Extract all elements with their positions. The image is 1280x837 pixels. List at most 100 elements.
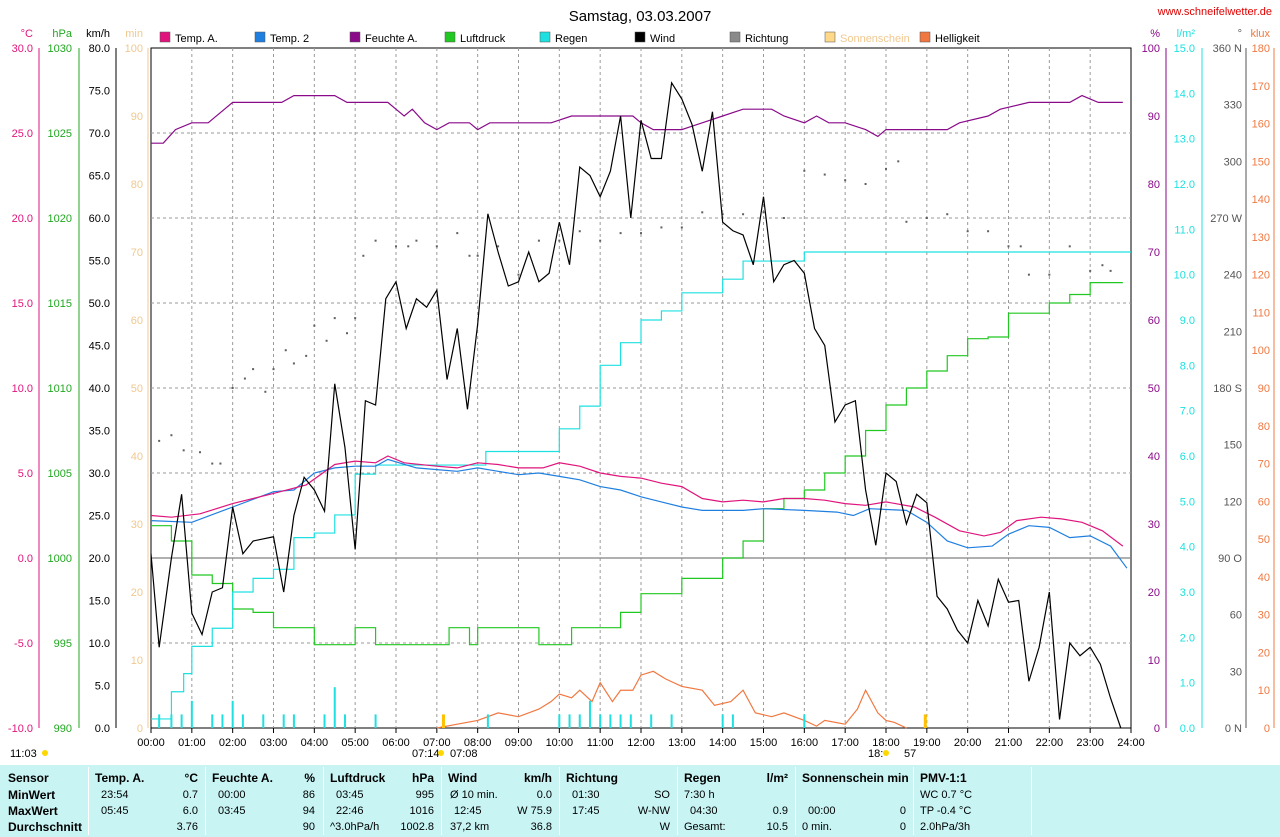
rain-bar [670, 714, 673, 728]
hum-tick-label: 50 [1148, 383, 1160, 395]
rain-bar [374, 714, 377, 728]
min-time: 23:54 [101, 789, 129, 801]
direction-point [782, 217, 785, 219]
hum-tick-label: 10 [1148, 655, 1160, 667]
time-tick-label: 04:00 [301, 737, 329, 749]
time-tick-label: 01:00 [178, 737, 206, 749]
rain-bar [609, 714, 612, 728]
wind-tick-label: 15.0 [89, 596, 110, 608]
sun-tick-label: 40 [131, 451, 143, 463]
min-time: Ø 10 min. [450, 789, 498, 801]
wind-tick-label: 40.0 [89, 383, 110, 395]
rain-tick-label: 14.0 [1174, 88, 1195, 100]
max-value: 0.9 [772, 805, 788, 817]
sun-tick-label: 60 [131, 315, 143, 327]
time-tick-label: 15:00 [750, 737, 778, 749]
rain-column: Regen l/m² 7:30 h 04:30 0.9 Gesamt: 10.5 [678, 765, 794, 837]
lux-tick-label: 150 [1252, 156, 1270, 168]
sun-unit-label: min [125, 28, 143, 40]
sun-tick-label: 50 [131, 383, 143, 395]
rain-bar [599, 714, 602, 728]
sun-bar [441, 714, 445, 728]
lux-tick-label: 30 [1258, 610, 1270, 622]
direction-point [946, 213, 949, 216]
rain-tick-label: 1.0 [1180, 678, 1195, 690]
direction-point [823, 173, 826, 176]
sun-tick-label: 70 [131, 247, 143, 259]
direction-point [1019, 245, 1022, 248]
lux-tick-label: 50 [1258, 534, 1270, 546]
lux-tick-label: 90 [1258, 383, 1270, 395]
max-value: 0 [899, 805, 906, 817]
direction-point [537, 239, 540, 242]
temp-tick-label: 25.0 [12, 128, 33, 140]
press-tick-label: 1015 [48, 298, 72, 310]
rain-tick-label: 13.0 [1174, 134, 1195, 146]
hum-tick-label: 100 [1142, 43, 1160, 55]
time-tick-label: 00:00 [137, 737, 165, 749]
series-line-helligkeit [436, 670, 907, 729]
hum-column: Feuchte A. % 00:00 86 03:45 94 90 [206, 765, 321, 837]
time-tick-label: 11:00 [587, 737, 614, 749]
time-tick-label: 10:00 [546, 737, 574, 749]
lux-tick-label: 40 [1258, 572, 1270, 584]
max-time: 04:30 [690, 805, 718, 817]
legend-label: Feuchte A. [365, 33, 418, 45]
row-label: MinWert [8, 788, 56, 802]
lux-tick-label: 70 [1258, 459, 1270, 471]
dir-tick-label: 300 [1224, 156, 1242, 168]
rain-bar [343, 714, 346, 728]
max-value: 6.0 [182, 805, 198, 817]
temp-tick-label: 30.0 [12, 43, 33, 55]
rain-bar [282, 714, 285, 728]
sun-tick-label: 100 [125, 43, 143, 55]
col-header: PMV-1:1 [920, 771, 967, 785]
rain-bar [221, 714, 224, 728]
wind-unit-label: km/h [86, 28, 110, 40]
rain-bar [190, 700, 193, 728]
time-tick-label: 05:00 [341, 737, 369, 749]
rain-bar [323, 714, 326, 728]
max-time: 05:45 [101, 805, 129, 817]
direction-point [578, 230, 581, 233]
direction-point [333, 317, 336, 320]
hum-tick-label: 90 [1148, 111, 1160, 123]
press-tick-label: 995 [54, 638, 72, 650]
temp-tick-label: 15.0 [12, 298, 33, 310]
time-tick-label: 18:00 [872, 737, 900, 749]
direction-point [1048, 273, 1051, 276]
direction-point [701, 211, 704, 214]
rain-bar [629, 714, 632, 728]
dir-tick-label: 240 [1224, 270, 1242, 282]
bars [158, 687, 927, 728]
direction-point [844, 179, 847, 182]
col-header: Richtung [566, 771, 618, 785]
site-link[interactable]: www.schneifelwetter.de [1157, 6, 1272, 18]
direction-point [1068, 245, 1071, 248]
rain-tick-label: 4.0 [1180, 542, 1195, 554]
wind-tick-label: 10.0 [89, 638, 110, 650]
wind-tick-label: 70.0 [89, 128, 110, 140]
max-value: W 75.9 [517, 805, 552, 817]
legend-label: Luftdruck [460, 33, 506, 45]
max-value: 1016 [409, 805, 434, 817]
series-line-luftdruck [151, 282, 1123, 646]
direction-point [211, 462, 214, 465]
time-tick-label: 20:00 [954, 737, 982, 749]
direction-point [456, 232, 459, 235]
direction-point [966, 230, 969, 233]
legend-label: Helligkeit [935, 33, 980, 45]
time-tick-label: 17:00 [831, 737, 859, 749]
col-unit: km/h [523, 771, 552, 785]
legend-swatch [634, 31, 646, 43]
lux-tick-label: 120 [1252, 270, 1270, 282]
dir-tick-label: 210 [1224, 326, 1242, 338]
min-value: 995 [415, 789, 434, 801]
legend-swatch [349, 31, 361, 43]
legend-label: Sonnenschein [840, 33, 910, 45]
wind-tick-label: 0.0 [95, 723, 110, 735]
direction-point [231, 387, 234, 389]
row-label: MaxWert [8, 804, 58, 818]
rain-bar [558, 714, 561, 728]
legend: Temp. A. Temp. 2 Feuchte A. Luftdruck Regen W… [159, 31, 980, 45]
